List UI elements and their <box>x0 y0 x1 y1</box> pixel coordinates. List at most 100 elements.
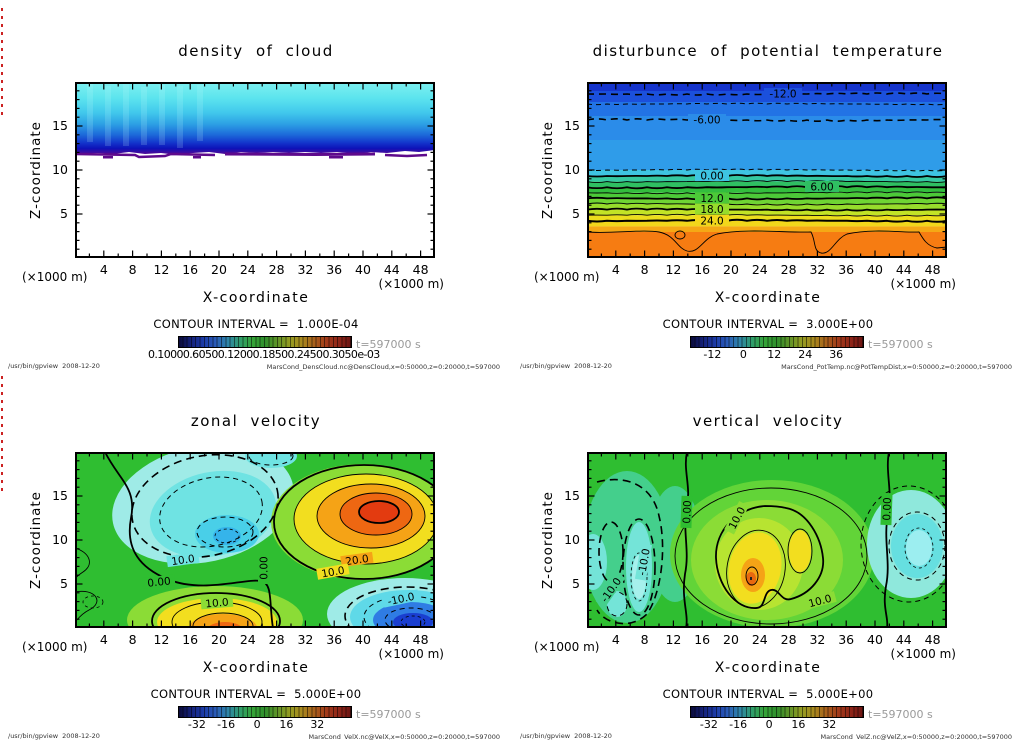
purple-max-band <box>75 152 428 159</box>
contour-label: 10.0 <box>316 563 350 581</box>
x-tick-row: 4 8 12 16 20 24 28 32 36 40 44 48 <box>512 262 1024 277</box>
svg-text:18.0: 18.0 <box>700 204 723 216</box>
footer-command: /usr/bin/gpview 2008-12-20 <box>8 732 100 740</box>
x-tick-row: 4 8 12 16 20 24 28 32 36 40 44 48 <box>512 632 1024 647</box>
y-tick-label: 10 <box>52 162 68 177</box>
y-tick-label: 5 <box>60 576 68 591</box>
svg-text:0.00: 0.00 <box>259 556 271 579</box>
colorbar-cells <box>179 337 351 347</box>
time-label: t=597000 s <box>356 708 421 721</box>
plot-frame <box>75 82 435 258</box>
svg-text:0.00: 0.00 <box>881 497 894 521</box>
time-label: t=597000 s <box>356 338 421 351</box>
x-tick-label: 4 <box>611 632 620 647</box>
svg-text:-12.0: -12.0 <box>769 89 796 101</box>
x-tick-label: 8 <box>640 632 649 647</box>
colorbar-labels: -32 -16 0 16 32 <box>178 718 350 731</box>
contour-label: 0.00 <box>680 495 694 529</box>
contour-label: -12.0 <box>764 88 802 101</box>
colorbar <box>178 336 352 348</box>
panel-vertical-velocity: vertical velocity Z-coordinate <box>512 370 1024 740</box>
x-unit-label: (×1000 m) <box>378 647 444 661</box>
colorbar-labels: -12 0 12 24 36 <box>690 348 862 361</box>
plot-frame <box>587 82 947 258</box>
x-tick-label: 16 <box>694 632 711 647</box>
colorbar <box>690 336 864 348</box>
x-axis-label: X-coordinate <box>714 290 822 306</box>
x-tick-label: 36 <box>838 262 855 277</box>
contour-label: -10.0 <box>634 543 653 581</box>
screen-edge-artifact <box>1 8 3 118</box>
vertical-velocity-field <box>587 452 947 628</box>
pot-temp-contours <box>587 92 947 223</box>
x-tick-label: 20 <box>723 632 739 647</box>
x-tick-label: 16 <box>182 262 199 277</box>
x-tick-label: 48 <box>412 632 429 647</box>
x-tick-row: 4 8 12 16 20 24 28 32 36 40 44 48 <box>0 632 512 647</box>
cloud-density-field <box>75 82 435 155</box>
colorbar-cells <box>691 707 863 717</box>
contour-label: 20.0 <box>340 551 374 568</box>
contour-plot <box>75 82 435 258</box>
pot-temp-field <box>587 82 947 258</box>
x-tick-label: 48 <box>924 632 941 647</box>
panel-title: zonal velocity <box>190 412 322 430</box>
x-tick-row: 4 8 12 16 20 24 28 32 36 40 44 48 <box>0 262 512 277</box>
x-tick-label: 36 <box>326 632 343 647</box>
y-unit-label: (×1000 m) <box>22 640 88 654</box>
zonal-velocity-contours <box>75 452 435 628</box>
x-tick-label: 24 <box>239 262 256 277</box>
panel-zonal-velocity: zonal velocity Z-coordinate <box>0 370 512 740</box>
footer-datasource: MarsCond_VelX.nc@VelX,x=0:50000,z=0:2000… <box>308 733 500 740</box>
x-unit-label: (×1000 m) <box>890 277 956 291</box>
x-axis-label: X-coordinate <box>202 290 310 306</box>
colorbar-labels: -32 -16 0 16 32 <box>690 718 862 731</box>
svg-text:10.0: 10.0 <box>321 565 346 581</box>
svg-text:-6.00: -6.00 <box>693 115 720 127</box>
contour-label: 18.0 <box>695 203 729 216</box>
colorbar-tick-label: 32 <box>822 718 837 731</box>
svg-text:20.0: 20.0 <box>345 553 370 568</box>
colorbar-tick-label: 16 <box>791 718 806 731</box>
x-tick-label: 24 <box>751 632 768 647</box>
y-unit-label: (×1000 m) <box>534 270 600 284</box>
contour-interval-label: CONTOUR INTERVAL = 5.000E+00 <box>662 687 874 701</box>
svg-text:0.00: 0.00 <box>700 171 723 183</box>
contour-label: 10.0 <box>166 551 200 568</box>
time-label: t=597000 s <box>868 708 933 721</box>
x-tick-label: 28 <box>780 262 797 277</box>
y-tick-label: 10 <box>564 532 580 547</box>
x-axis-label: X-coordinate <box>714 660 822 676</box>
colorbar-overlapping-labels: 0.10000.60500.12000.18500.24500.3050e-03 <box>148 348 380 361</box>
panel-title: vertical velocity <box>692 412 844 430</box>
x-tick-label: 12 <box>153 262 170 277</box>
x-tick-label: 48 <box>924 262 941 277</box>
x-tick-label: 8 <box>128 262 137 277</box>
x-tick-label: 28 <box>780 632 797 647</box>
orange-region-contours <box>587 230 947 254</box>
contour-label: 6.00 <box>805 181 839 194</box>
x-tick-label: 44 <box>895 632 912 647</box>
x-unit-label: (×1000 m) <box>890 647 956 661</box>
contour-label: 0.00 <box>695 170 729 183</box>
x-tick-label: 48 <box>412 262 429 277</box>
footer-command: /usr/bin/gpview 2008-12-20 <box>520 362 612 370</box>
x-tick-label: 32 <box>809 632 826 647</box>
colorbar-tick-label: -32 <box>699 718 718 731</box>
x-tick-label: 40 <box>867 632 883 647</box>
contour-interval-label: CONTOUR INTERVAL = 1.000E-04 <box>153 317 359 331</box>
contour-label: 0.00 <box>142 574 176 590</box>
x-tick-label: 36 <box>326 262 343 277</box>
y-unit-label: (×1000 m) <box>22 270 88 284</box>
x-tick-label: 40 <box>867 262 883 277</box>
colorbar-tick-label: 12 <box>767 348 782 361</box>
contour-label: 0.00 <box>880 492 894 526</box>
panel-title: disturbunce of potential temperature <box>592 42 944 60</box>
x-tick-label: 28 <box>268 632 285 647</box>
x-tick-label: 4 <box>99 632 108 647</box>
screen-edge-artifact <box>1 376 3 494</box>
colorbar-tick-label: 0 <box>765 718 773 731</box>
y-tick-label: 5 <box>60 206 68 221</box>
panel-potential-temperature: disturbunce of potential temperature Z-c… <box>512 0 1024 371</box>
x-tick-label: 32 <box>297 262 314 277</box>
